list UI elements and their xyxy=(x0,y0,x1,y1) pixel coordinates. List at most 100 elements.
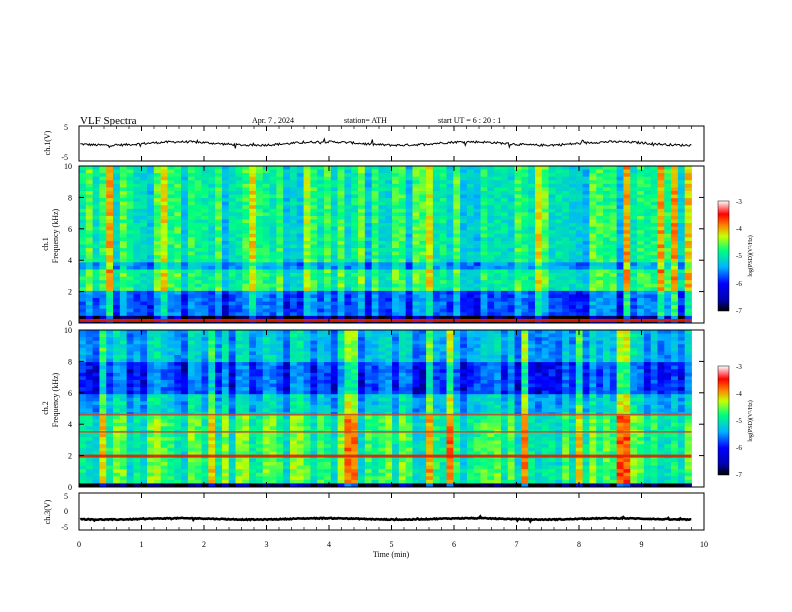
spectrogram-cell xyxy=(534,294,543,299)
spectrogram-cell xyxy=(317,233,325,238)
spectrogram-cell xyxy=(405,255,413,260)
spectrogram-cell xyxy=(392,248,400,253)
spectrogram-cell xyxy=(167,298,175,302)
spectrogram-cell xyxy=(466,198,475,203)
spectrogram-cell xyxy=(616,262,624,267)
spectrogram-cell xyxy=(419,219,427,224)
spectrogram-cell xyxy=(126,312,134,317)
spectrogram-cell xyxy=(269,176,277,181)
spectrogram-cell xyxy=(623,340,631,345)
spectrogram-cell xyxy=(432,183,441,188)
spectrogram-cell xyxy=(255,276,264,281)
spectrogram-cell xyxy=(534,290,543,295)
spectrogram-cell xyxy=(575,333,584,338)
spectrogram-cell xyxy=(487,287,495,292)
spectrogram-cell xyxy=(677,305,686,310)
spectrogram-cell xyxy=(643,233,652,238)
spectrogram-cell xyxy=(106,205,114,210)
spectrogram-cell xyxy=(637,315,645,320)
spectrogram-cell xyxy=(487,358,495,363)
spectrogram-cell xyxy=(385,351,393,356)
spectrogram-cell xyxy=(228,344,236,349)
spectrogram-cell xyxy=(160,212,168,217)
spectrogram-cell xyxy=(208,173,216,178)
spectrogram-cell xyxy=(310,208,318,213)
spectrogram-cell xyxy=(575,265,584,270)
spectrogram-cell xyxy=(228,205,236,210)
spectrogram-cell xyxy=(514,233,522,238)
spectrogram-cell xyxy=(541,280,549,285)
spectrogram-cell xyxy=(480,337,488,342)
spectrogram-cell xyxy=(426,208,434,213)
spectrogram-cell xyxy=(487,201,495,206)
spectrogram-cell xyxy=(119,298,128,302)
spectrogram-cell xyxy=(194,183,202,188)
spectrogram-cell xyxy=(187,262,196,267)
spectrogram-cell xyxy=(439,223,447,228)
spectrogram-cell xyxy=(113,251,121,256)
spectrogram-cell xyxy=(119,166,128,170)
spectrogram-cell xyxy=(466,244,475,249)
spectrogram-cell xyxy=(405,226,413,231)
spectrogram-cell xyxy=(79,180,87,185)
spectrogram-cell xyxy=(187,269,196,274)
spectrogram-cell xyxy=(569,301,577,306)
spectrogram-cell xyxy=(330,258,339,263)
spectrogram-cell xyxy=(126,351,134,356)
spectrogram-cell xyxy=(276,273,284,278)
spectrogram-cell xyxy=(569,287,577,292)
spectrogram-cell xyxy=(623,344,631,349)
spectrogram-cell xyxy=(419,354,427,359)
spectrogram-cell xyxy=(113,287,121,292)
spectrogram-cell xyxy=(507,240,515,245)
spectrogram-cell xyxy=(378,298,386,302)
spectrogram-cell xyxy=(289,251,298,256)
spectrogram-cell xyxy=(528,273,536,278)
spectrogram-cell xyxy=(487,340,495,345)
spectrogram-cell xyxy=(473,362,481,367)
spectrogram-cell xyxy=(575,337,584,342)
spectrogram-cell xyxy=(480,269,488,274)
spectrogram-cell xyxy=(358,190,366,195)
spectrogram-cell xyxy=(466,301,475,306)
spectrogram-cell xyxy=(650,208,658,213)
spectrogram-cell xyxy=(303,180,311,185)
spectrogram-cell xyxy=(521,173,529,178)
spectrogram-cell xyxy=(289,298,298,302)
spectrogram-cell xyxy=(269,330,277,334)
spectrogram-cell xyxy=(426,215,434,220)
spectrogram-cell xyxy=(201,315,209,320)
spectrogram-cell xyxy=(398,354,407,359)
spectrogram-cell xyxy=(99,201,107,206)
spectrogram-cell xyxy=(453,187,461,192)
spectrogram-cell xyxy=(330,173,339,178)
spectrogram-cell xyxy=(514,298,522,302)
spectrogram-cell xyxy=(133,251,141,256)
spectrogram-cell xyxy=(92,176,100,181)
spectrogram-cell xyxy=(269,173,277,178)
spectrogram-cell xyxy=(378,365,386,370)
spectrogram-cell xyxy=(446,212,454,217)
spectrogram-cell xyxy=(562,255,570,260)
spectrogram-cell xyxy=(85,369,94,374)
spectrogram-cell xyxy=(181,262,189,267)
spectrogram-cell xyxy=(364,233,373,238)
spectrogram-cell xyxy=(589,215,597,220)
spectrogram-cell xyxy=(317,223,325,228)
spectrogram-cell xyxy=(113,312,121,317)
spectrogram-cell xyxy=(133,166,141,170)
spectrogram-cell xyxy=(589,273,597,278)
spectrogram-cell xyxy=(439,244,447,249)
spectrogram-cell xyxy=(637,180,645,185)
spectrogram-cell xyxy=(398,212,407,217)
spectrogram-cell xyxy=(221,198,230,203)
spectrogram-cell xyxy=(194,237,202,242)
spectrogram-cell xyxy=(609,176,618,181)
spectrogram-cell xyxy=(351,305,359,310)
spectrogram-cell xyxy=(160,337,168,342)
spectrogram-cell xyxy=(364,180,373,185)
spectrogram-cell xyxy=(473,354,481,359)
spectrogram-cell xyxy=(623,347,631,352)
spectrogram-cell xyxy=(249,233,257,238)
